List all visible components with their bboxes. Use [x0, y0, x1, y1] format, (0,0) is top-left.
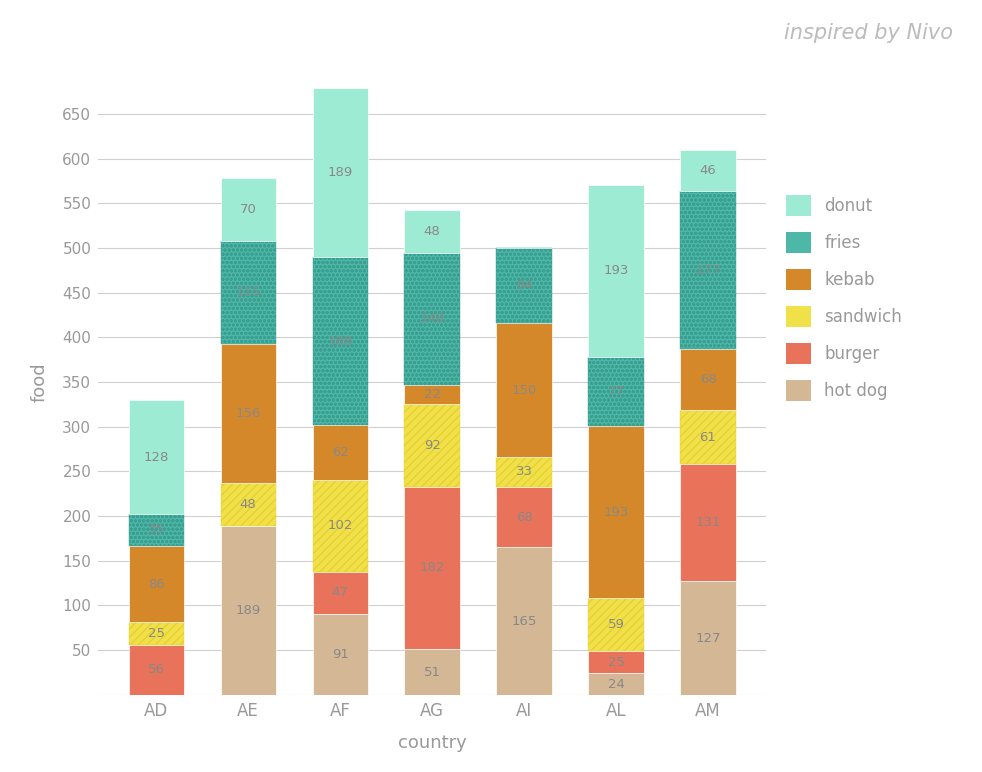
Bar: [497, 547, 552, 695]
Bar: [221, 241, 276, 344]
Text: 62: 62: [332, 446, 349, 459]
Text: 165: 165: [512, 615, 537, 628]
Bar: [681, 410, 736, 464]
Bar: [497, 486, 552, 547]
Bar: [405, 210, 460, 252]
Text: 59: 59: [608, 618, 625, 631]
Text: 156: 156: [236, 407, 261, 420]
Bar: [312, 425, 367, 480]
Bar: [681, 349, 736, 410]
Bar: [588, 426, 643, 598]
Text: 48: 48: [240, 498, 256, 511]
Bar: [312, 88, 367, 257]
Bar: [681, 464, 736, 581]
Text: 68: 68: [699, 373, 717, 386]
Text: 189: 189: [236, 604, 261, 617]
Bar: [588, 598, 643, 651]
Bar: [588, 357, 643, 426]
Text: 25: 25: [608, 655, 625, 669]
Bar: [221, 178, 276, 241]
Bar: [129, 546, 184, 622]
Text: 102: 102: [327, 520, 353, 533]
Text: 35: 35: [147, 523, 165, 537]
Text: 56: 56: [147, 663, 165, 676]
Bar: [129, 645, 184, 695]
Text: 22: 22: [423, 388, 441, 401]
Text: 24: 24: [608, 678, 625, 691]
Bar: [405, 252, 460, 384]
Text: 193: 193: [603, 265, 628, 277]
Text: 70: 70: [240, 203, 256, 216]
Text: 182: 182: [419, 561, 445, 574]
Text: 193: 193: [603, 506, 628, 519]
Text: 150: 150: [512, 384, 537, 397]
Text: 46: 46: [699, 164, 717, 177]
Bar: [588, 185, 643, 357]
Text: 115: 115: [236, 286, 261, 299]
Bar: [497, 323, 552, 457]
Legend: donut, fries, kebab, sandwich, burger, hot dog: donut, fries, kebab, sandwich, burger, h…: [781, 191, 907, 406]
Text: 131: 131: [695, 516, 721, 530]
Text: 148: 148: [419, 312, 445, 325]
Y-axis label: food: food: [30, 362, 48, 402]
Bar: [221, 483, 276, 526]
Bar: [497, 457, 552, 486]
Text: 61: 61: [699, 431, 717, 444]
Bar: [681, 150, 736, 191]
X-axis label: country: country: [398, 733, 466, 752]
Text: inspired by Nivo: inspired by Nivo: [784, 23, 953, 43]
Bar: [405, 405, 460, 486]
Text: 177: 177: [695, 263, 721, 276]
Text: 128: 128: [143, 451, 169, 464]
Text: 188: 188: [327, 334, 353, 347]
Text: 127: 127: [695, 631, 721, 645]
Text: 91: 91: [332, 648, 349, 661]
Text: 33: 33: [516, 466, 532, 479]
Text: 77: 77: [608, 385, 625, 398]
Bar: [681, 581, 736, 695]
Bar: [588, 673, 643, 695]
Bar: [221, 344, 276, 483]
Text: 189: 189: [327, 166, 353, 179]
Bar: [312, 257, 367, 425]
Text: 47: 47: [332, 586, 349, 599]
Bar: [312, 571, 367, 614]
Text: 92: 92: [423, 439, 441, 452]
Bar: [129, 514, 184, 546]
Text: 48: 48: [423, 225, 441, 238]
Text: 68: 68: [516, 510, 532, 523]
Bar: [405, 486, 460, 649]
Text: 51: 51: [423, 665, 441, 679]
Bar: [312, 480, 367, 571]
Text: 84: 84: [516, 279, 532, 292]
Bar: [405, 384, 460, 405]
Text: 86: 86: [147, 577, 165, 591]
Bar: [588, 651, 643, 673]
Bar: [497, 248, 552, 323]
Bar: [129, 400, 184, 514]
Bar: [405, 649, 460, 695]
Bar: [129, 622, 184, 645]
Bar: [681, 191, 736, 349]
Text: 25: 25: [147, 627, 165, 640]
Bar: [312, 614, 367, 695]
Bar: [221, 526, 276, 695]
